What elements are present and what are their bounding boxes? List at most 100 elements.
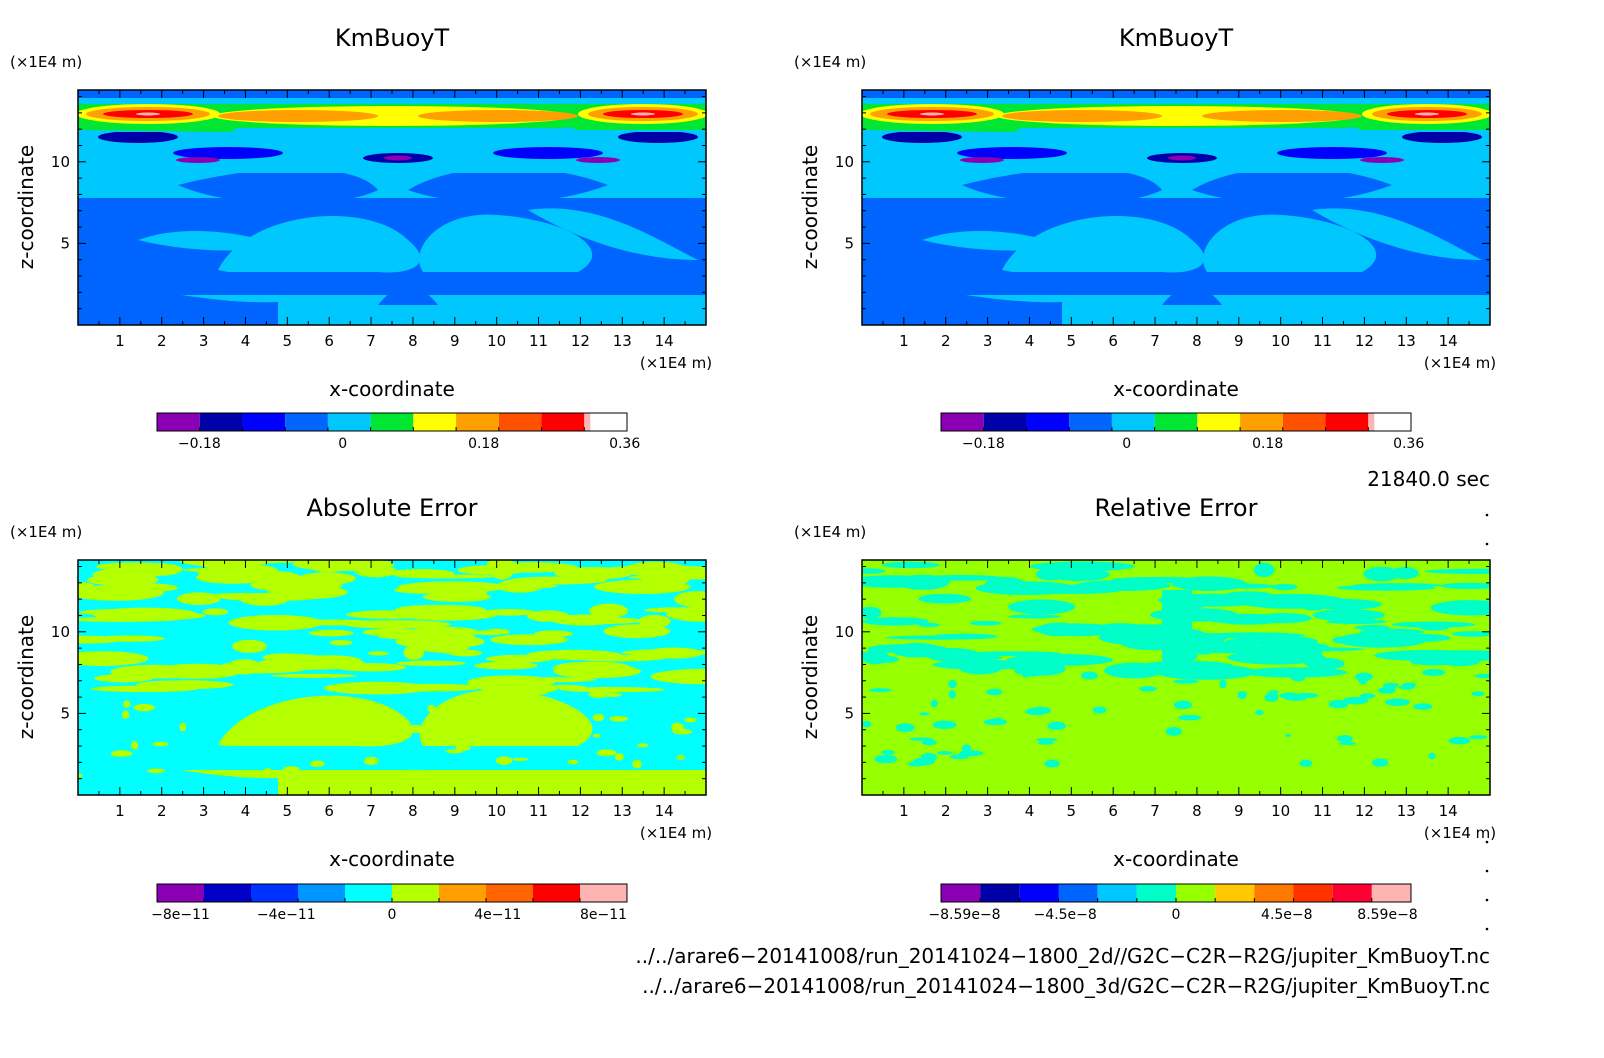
x-axis-label: x-coordinate xyxy=(1113,847,1239,871)
contour-speck xyxy=(1080,671,1098,680)
contour-speck xyxy=(1037,740,1054,745)
contour-speck xyxy=(684,717,697,723)
contour-speck xyxy=(78,773,83,778)
contour-speck xyxy=(862,720,872,728)
contour-speck xyxy=(1021,672,1030,678)
contour-streak xyxy=(862,568,886,574)
colorbar-label: 4.5e−8 xyxy=(1261,907,1313,923)
contour-streak xyxy=(1391,621,1476,628)
contour-speck xyxy=(237,720,250,729)
contour-speck xyxy=(123,700,131,708)
colorbar-swatch xyxy=(1215,884,1255,902)
contour-streak xyxy=(457,565,527,575)
contour-streak xyxy=(177,592,221,605)
contour-streak xyxy=(1353,583,1442,588)
contour-min xyxy=(960,157,1004,163)
colorbar: −0.18 0 0.18 0.36 xyxy=(156,412,640,452)
contour-high xyxy=(1202,110,1362,122)
x-tick-label: 12 xyxy=(1355,802,1374,820)
contour-streak xyxy=(638,614,671,628)
contour-speck xyxy=(937,751,953,755)
contour-band xyxy=(528,208,698,260)
contour-speck xyxy=(1338,741,1356,745)
colorbar-label: −4e−11 xyxy=(257,907,316,923)
y-tick-label: 10 xyxy=(51,153,70,171)
x-tick-label: 11 xyxy=(529,332,548,350)
contour-streak xyxy=(552,617,644,625)
contour-dark xyxy=(1277,147,1387,159)
contour-streak xyxy=(609,565,706,571)
x-tick-label: 13 xyxy=(613,802,632,820)
colorbar-swatch xyxy=(157,884,204,902)
contour-min xyxy=(176,157,220,163)
contour-band xyxy=(408,167,608,203)
colorbar-swatch xyxy=(1240,413,1283,431)
colorbar-label: 0 xyxy=(338,436,347,452)
contour-speck xyxy=(294,720,308,729)
contour-band xyxy=(178,168,378,204)
contour-streak xyxy=(329,683,380,690)
colorbar-frame xyxy=(156,412,628,432)
x-tick-label: 8 xyxy=(408,332,418,350)
colorbar-swatch xyxy=(498,413,542,431)
contour-streak xyxy=(650,668,706,685)
contour-speck xyxy=(1237,691,1247,699)
contour-speck xyxy=(1382,683,1396,693)
colorbar-swatch xyxy=(439,884,486,902)
colorbar-swatch xyxy=(345,884,392,902)
contour-speck xyxy=(1044,759,1060,768)
contour-speck xyxy=(949,754,970,760)
contour-speck xyxy=(1299,759,1313,767)
contour-speck xyxy=(1422,668,1446,676)
x-tick-label: 2 xyxy=(941,332,951,350)
contour-streak xyxy=(1036,567,1065,581)
colorbar-swatch xyxy=(199,413,243,431)
contour-streak xyxy=(1271,584,1298,591)
contour-speck xyxy=(592,713,605,722)
contour-speck xyxy=(1165,727,1182,736)
contour-streak xyxy=(438,643,467,655)
contour-streak xyxy=(957,655,1003,661)
x-tick-label: 7 xyxy=(366,802,376,820)
contour-band xyxy=(1192,167,1392,203)
contour-speck xyxy=(993,717,1004,725)
y-axis-label: z-coordinate xyxy=(798,145,822,269)
x-tick-label: 11 xyxy=(529,802,548,820)
contour-field xyxy=(862,560,1490,795)
contour-speck xyxy=(1336,735,1353,742)
contour-streak xyxy=(862,649,889,665)
contour-speck xyxy=(1025,707,1048,716)
colorbar-swatch xyxy=(1325,413,1369,431)
x-tick-label: 10 xyxy=(487,332,506,350)
colorbar-swatch xyxy=(533,884,580,902)
contour-min xyxy=(1168,155,1196,161)
colorbar-swatch xyxy=(1111,413,1155,431)
contour-streak xyxy=(78,651,149,666)
colorbar-swatch xyxy=(941,884,981,902)
colorbar-swatch xyxy=(584,413,591,431)
contour-speck xyxy=(881,750,895,755)
contour-streak xyxy=(881,561,940,569)
contour-speck xyxy=(446,777,468,781)
contour-streak xyxy=(1335,632,1427,648)
colorbar-swatch xyxy=(285,413,328,431)
contour-speck xyxy=(1372,758,1389,767)
contour-streak xyxy=(1253,562,1275,578)
contour-min xyxy=(576,157,620,163)
x-axis-label: x-coordinate xyxy=(1113,377,1239,401)
x-tick-label: 5 xyxy=(1067,802,1077,820)
contour-streak xyxy=(396,660,466,666)
x-tick-label: 7 xyxy=(1150,332,1160,350)
contour-streak xyxy=(221,662,253,669)
contour-speck xyxy=(637,743,648,748)
contour-streak xyxy=(110,664,200,679)
x-axis-label: x-coordinate xyxy=(329,847,455,871)
contour-speck xyxy=(399,774,412,778)
contour-dark xyxy=(957,147,1067,159)
colorbar-swatch xyxy=(370,413,414,431)
colorbar-frame xyxy=(156,883,628,903)
contour-speck xyxy=(1448,737,1471,745)
contour-streak xyxy=(534,630,573,637)
